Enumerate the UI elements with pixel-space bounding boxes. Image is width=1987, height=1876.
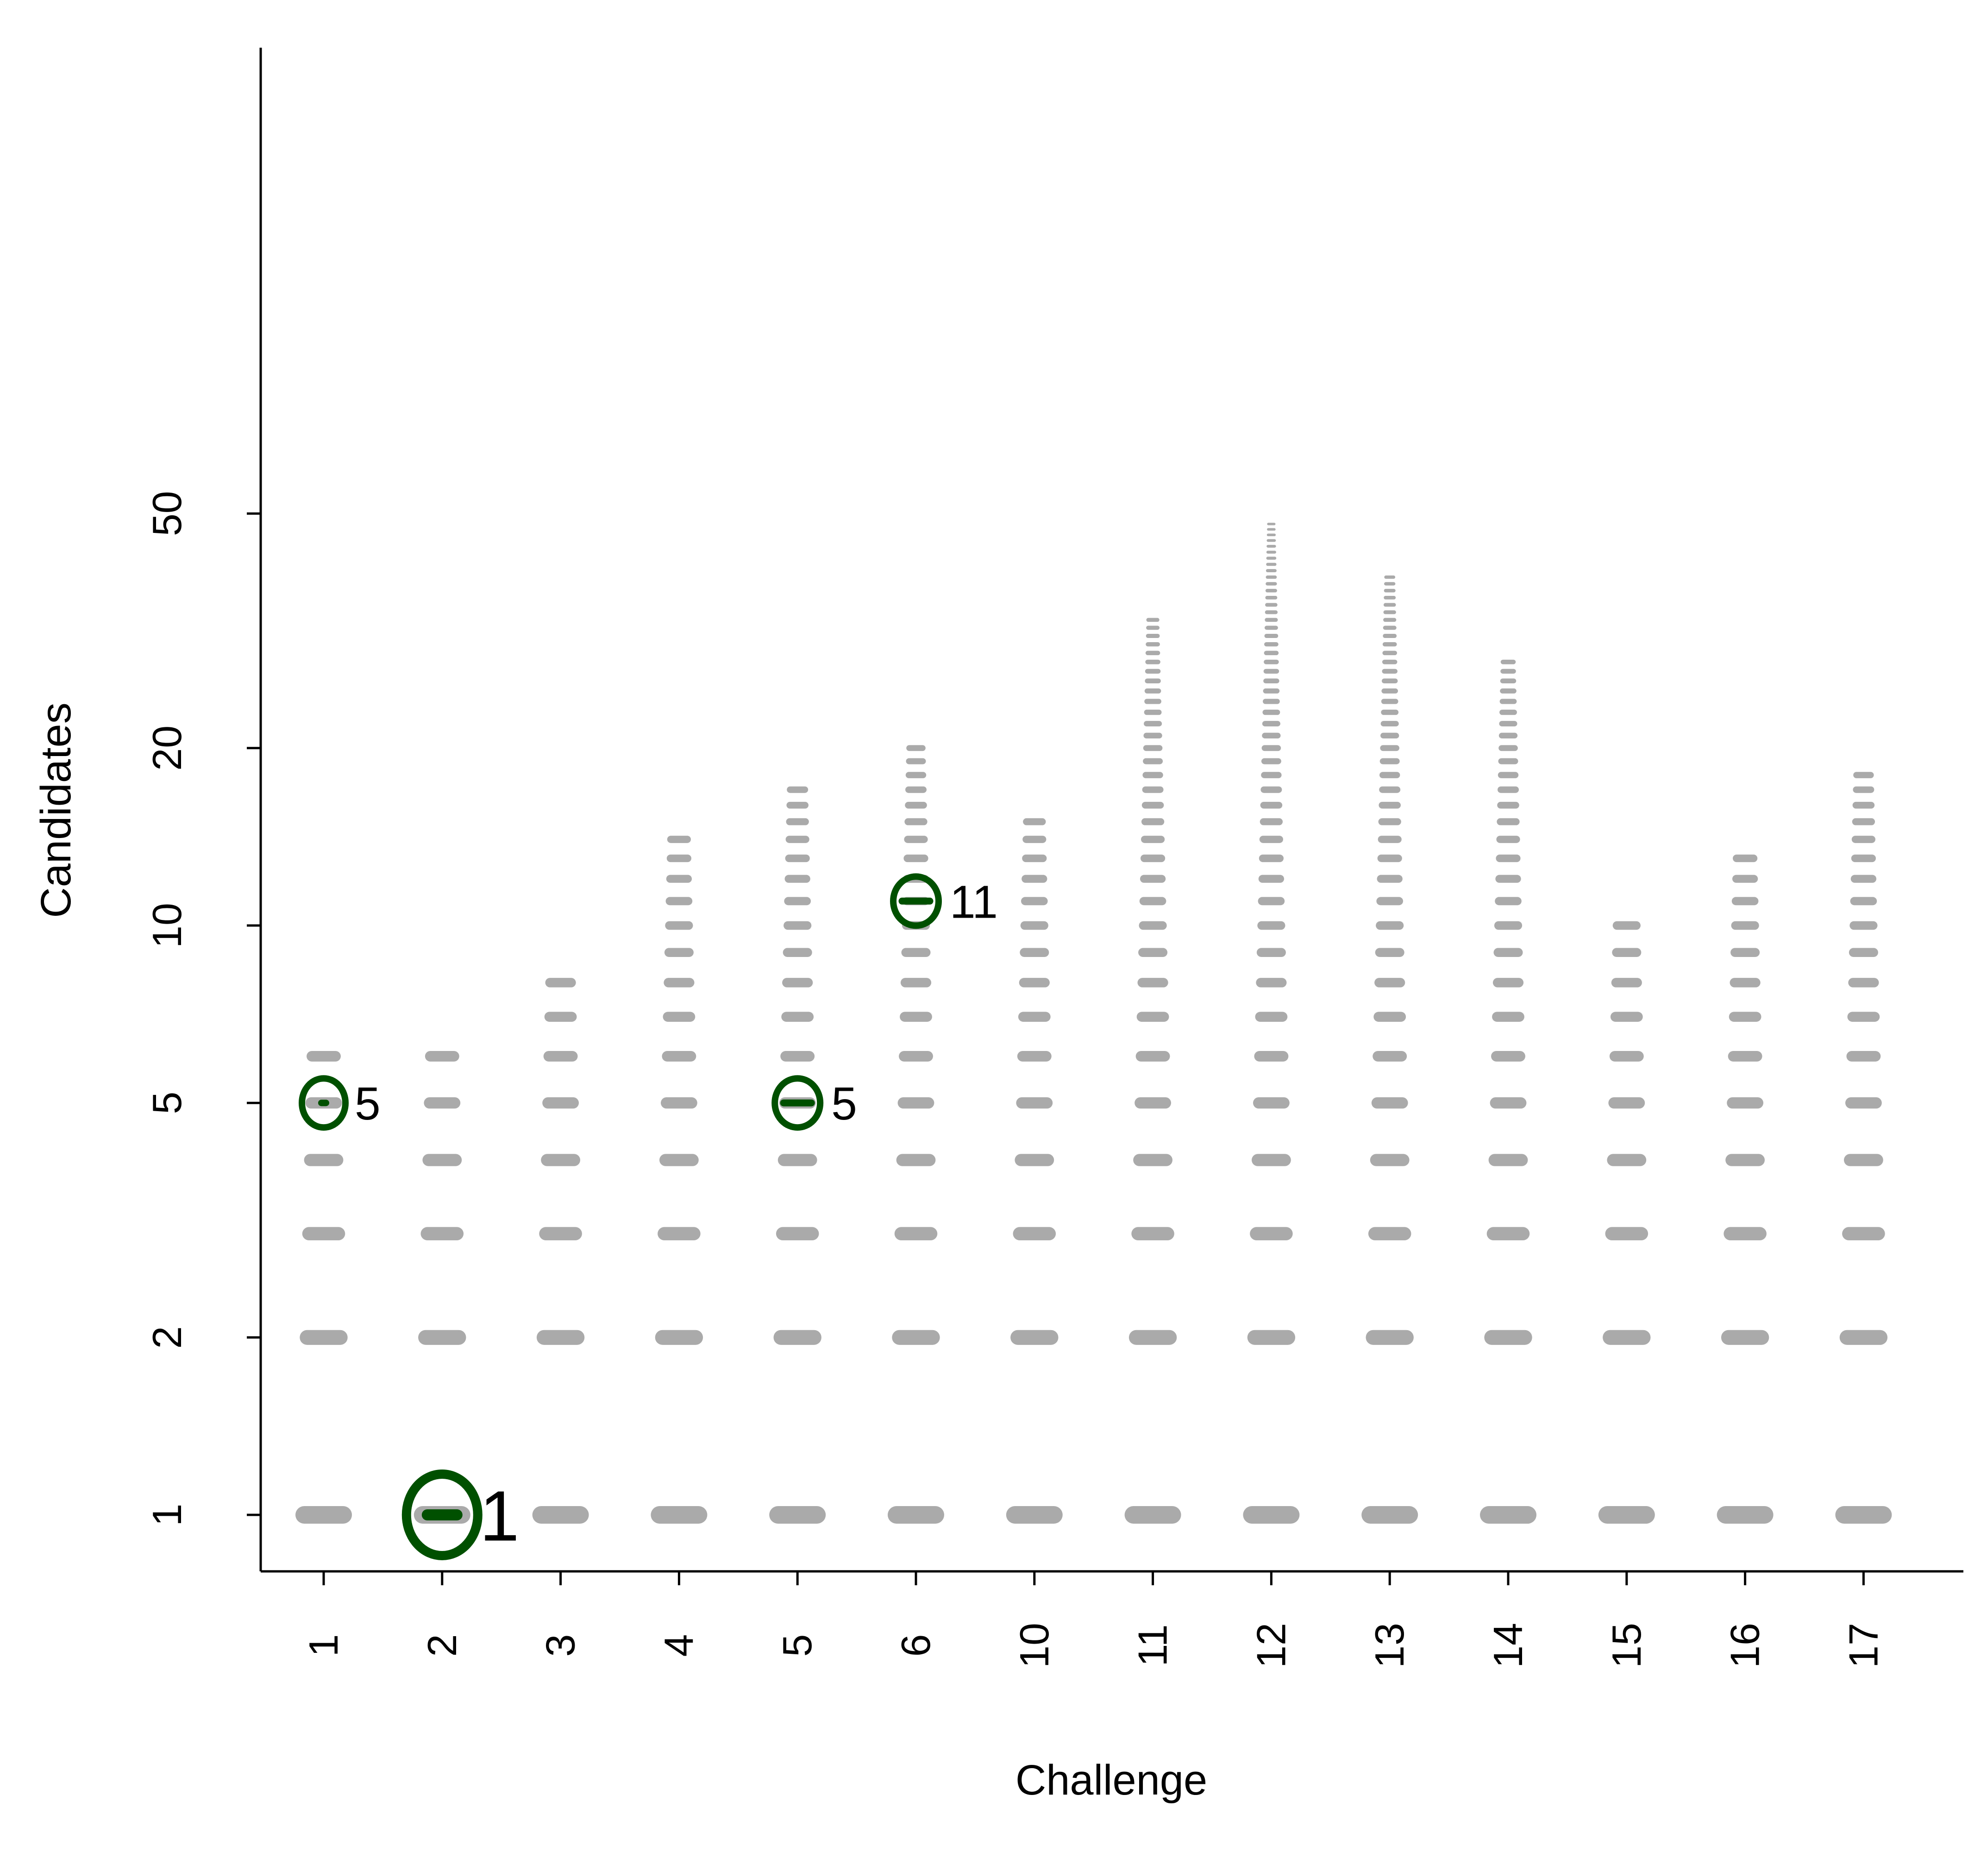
- y-tick-label-1: 1: [144, 1504, 190, 1526]
- highlight-rank-label: 5: [831, 1078, 857, 1130]
- y-tick-label-50: 50: [144, 491, 190, 536]
- x-axis-title: Challenge: [1015, 1757, 1207, 1804]
- x-ticks-layer: 1 2 3 4 5 6 10 11 12 13 14 15 16 17: [301, 1571, 1886, 1668]
- highlight-rank-label: 11: [950, 876, 998, 928]
- x-tick-label-14: 14: [1485, 1623, 1531, 1668]
- highlight-rank-label: 5: [355, 1078, 381, 1130]
- highlight-ring: [299, 1075, 349, 1131]
- highlight-ring: [771, 1075, 824, 1131]
- y-tick-label-10: 10: [144, 903, 190, 948]
- x-tick-label-1: 1: [301, 1634, 346, 1657]
- x-tick-label-13: 13: [1366, 1623, 1412, 1668]
- x-tick-label-12: 12: [1248, 1623, 1294, 1668]
- candidate-dashes-layer: [295, 523, 1892, 1524]
- y-ticks-layer: 1 2 5 10 20 50: [144, 491, 261, 1526]
- x-tick-label-17: 17: [1840, 1623, 1886, 1668]
- x-tick-label-10: 10: [1011, 1623, 1057, 1668]
- y-tick-label-2: 2: [144, 1326, 190, 1349]
- x-tick-label-3: 3: [538, 1634, 583, 1657]
- x-tick-label-6: 6: [893, 1634, 939, 1657]
- y-axis-title: Candidates: [32, 702, 80, 918]
- y-tick-label-20: 20: [144, 725, 190, 771]
- x-tick-label-2: 2: [419, 1634, 465, 1657]
- highlight-ring: [890, 873, 942, 929]
- x-tick-label-4: 4: [656, 1634, 702, 1657]
- highlight-ring: [401, 1470, 483, 1560]
- x-tick-label-11: 11: [1130, 1624, 1176, 1666]
- x-tick-label-16: 16: [1722, 1623, 1768, 1668]
- y-tick-label-5: 5: [144, 1092, 190, 1114]
- highlight-rank-label: 1: [480, 1476, 520, 1556]
- x-tick-label-5: 5: [774, 1634, 820, 1657]
- x-tick-label-15: 15: [1604, 1623, 1649, 1668]
- highlight-layer: 5 1 5 11: [299, 873, 998, 1560]
- axes-layer: [259, 48, 1963, 1573]
